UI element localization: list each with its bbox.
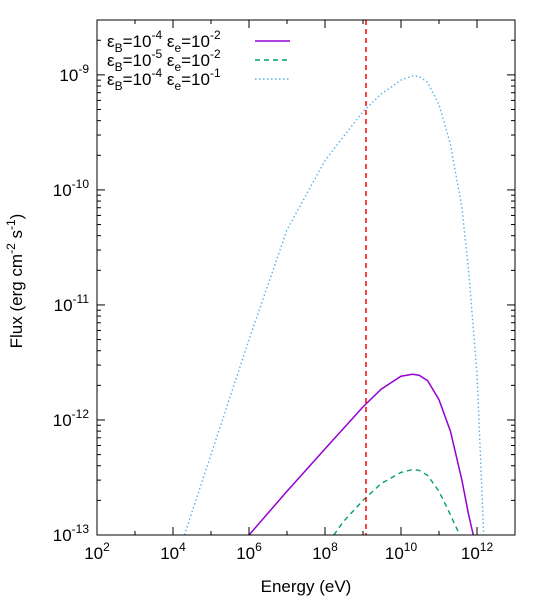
- y-tick-label: 10-11: [54, 292, 90, 315]
- x-tick-label: 102: [84, 540, 110, 563]
- x-tick-label: 108: [312, 540, 338, 563]
- y-tick-label: 10-12: [53, 407, 90, 430]
- x-axis-label: Energy (eV): [261, 577, 352, 596]
- legend-label-2: εB=10-5 εe=10-2: [107, 47, 221, 74]
- y-tick-label: 10-9: [59, 62, 89, 85]
- y-axis: 10-13 10-12 10-11 10-10 10-9: [53, 39, 515, 545]
- x-tick-label: 1010: [385, 540, 418, 563]
- series-line-2: [333, 468, 461, 536]
- y-tick-label: 10-13: [53, 522, 90, 545]
- x-axis: 102 104 106 108 1010 1012: [84, 20, 516, 563]
- y-tick-label: 10-10: [53, 177, 90, 200]
- legend-label-3: εB=10-4 εe=10-1: [107, 66, 221, 93]
- legend: εB=10-4 εe=10-2εB=10-5 εe=10-2εB=10-4 εe…: [107, 28, 290, 93]
- x-tick-label: 104: [160, 540, 186, 563]
- series-line-3: [183, 75, 485, 536]
- series-line-1: [248, 373, 475, 536]
- y-axis-label: Flux (erg cm-2 s-1): [4, 214, 26, 349]
- curves-layer: [183, 75, 485, 536]
- x-tick-label: 106: [236, 540, 262, 563]
- x-tick-label: 1012: [461, 540, 494, 563]
- legend-label-1: εB=10-4 εe=10-2: [107, 28, 221, 55]
- plot-frame: [96, 19, 516, 536]
